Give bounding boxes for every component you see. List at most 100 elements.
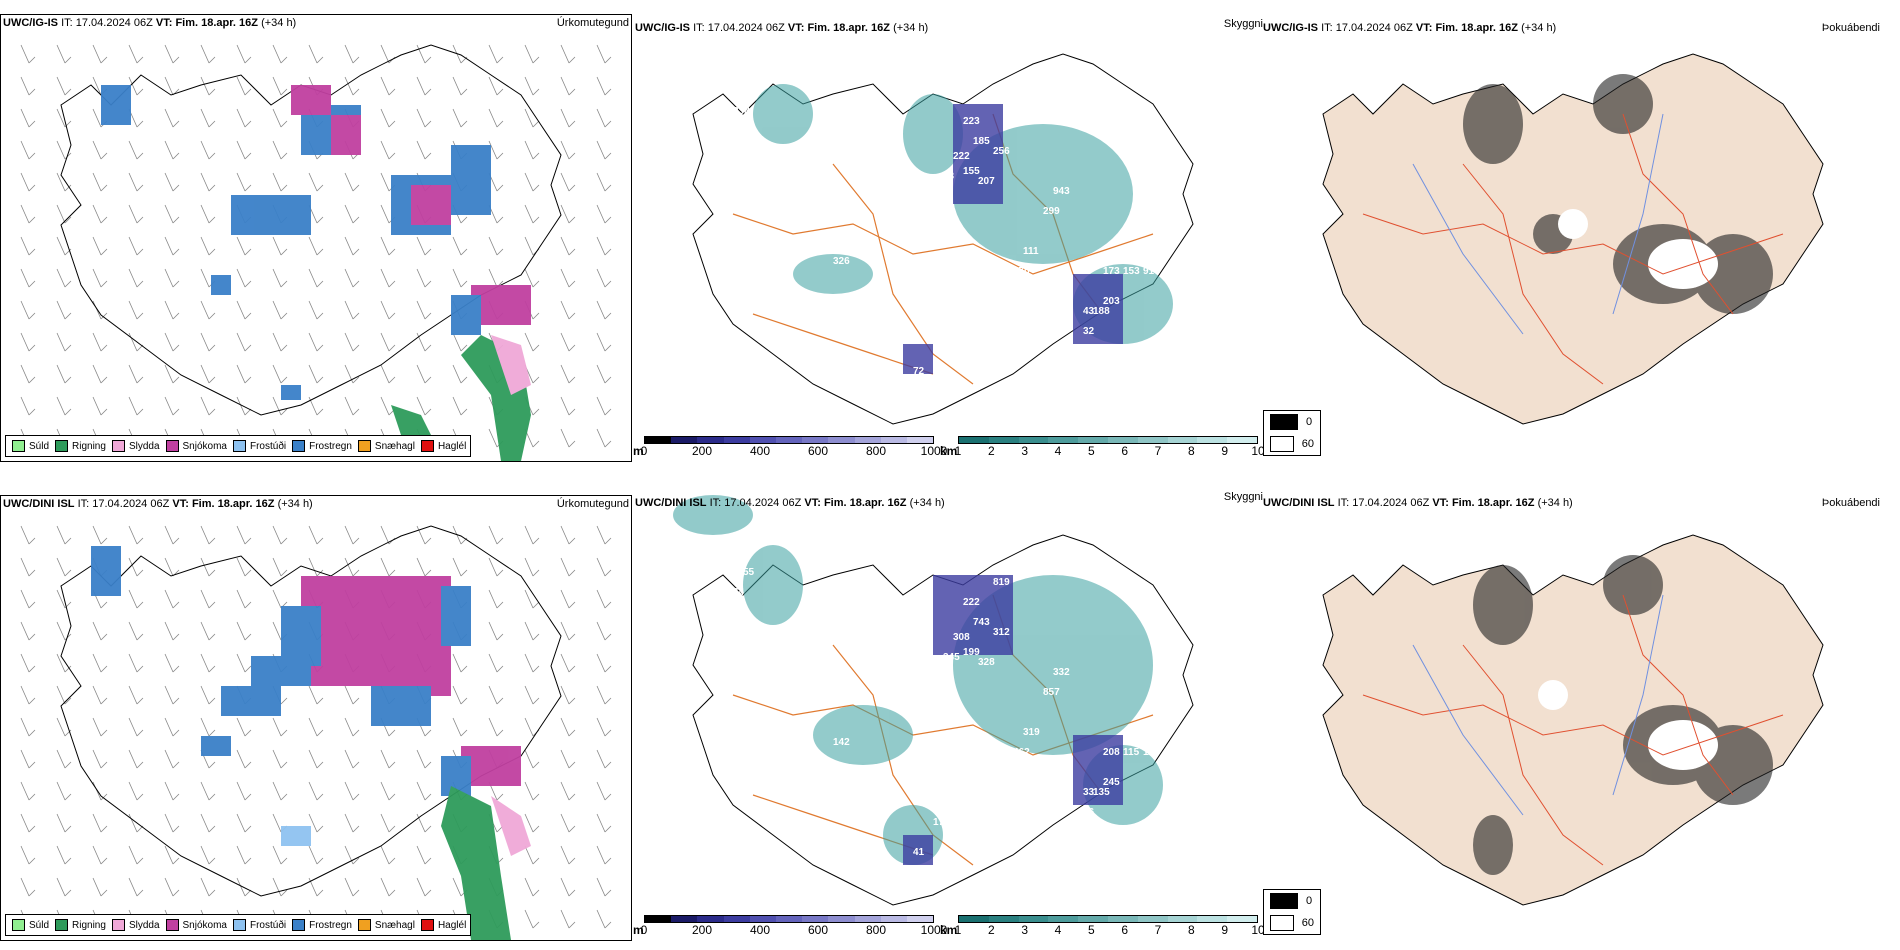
wind-barb — [308, 332, 324, 352]
vis-value-label: 415 — [703, 707, 720, 718]
colorbar-ticks: 0 200 400 600 800 1000 — [641, 444, 948, 458]
colorbar-tick: 1 — [954, 923, 962, 937]
vis-value-label: 128 — [703, 226, 720, 237]
wind-barb — [344, 204, 360, 224]
vis-value-label: 33 — [1083, 787, 1095, 798]
wind-barb — [56, 813, 72, 833]
wind-barb — [488, 236, 504, 256]
vis-value-label: 43 — [1083, 306, 1095, 317]
wind-barb — [416, 557, 432, 577]
wind-barb — [560, 172, 576, 192]
wind-barb — [200, 76, 216, 96]
wind-barb — [596, 589, 612, 609]
wind-barb — [524, 877, 540, 897]
colorbar-cell — [1048, 916, 1079, 922]
wind-barb — [488, 525, 504, 545]
wind-barb — [236, 589, 252, 609]
wind-barb — [344, 236, 360, 256]
wind-barb — [452, 653, 468, 673]
fog-map-2 — [1322, 534, 1824, 906]
wind-barb — [272, 300, 288, 320]
wind-barb — [56, 845, 72, 865]
vis-value-label: 326 — [833, 256, 850, 267]
wind-barb — [308, 781, 324, 801]
wind-barb — [452, 44, 468, 64]
wind-barb — [20, 268, 36, 288]
wind-barb — [596, 685, 612, 705]
vis-value-label: 299 — [1043, 206, 1060, 217]
wind-barb — [92, 749, 108, 769]
wind-barb — [56, 396, 72, 416]
it-label: IT: — [693, 22, 705, 34]
wind-barb — [128, 589, 144, 609]
wind-barb — [380, 845, 396, 865]
legend-item: Frostúði — [232, 440, 286, 452]
wind-barb — [128, 653, 144, 673]
wind-barb — [164, 236, 180, 256]
wind-barb — [128, 621, 144, 641]
vis-value-label: 819 — [993, 577, 1010, 588]
colorbar-tick: 5 — [1087, 923, 1095, 937]
legend-label: Frostúði — [249, 919, 287, 931]
wind-barb — [164, 525, 180, 545]
wind-barb — [128, 108, 144, 128]
wind-barb — [200, 44, 216, 64]
wind-barb — [92, 621, 108, 641]
wind-barb — [416, 877, 432, 897]
colorbar-cell — [1137, 437, 1168, 443]
wind-barb — [164, 300, 180, 320]
wind-barb — [524, 268, 540, 288]
wind-barb — [380, 332, 396, 352]
colorbar-tick: 1000 — [920, 444, 948, 458]
wind-barb — [308, 813, 324, 833]
wind-barb — [164, 653, 180, 673]
wind-barb — [452, 364, 468, 384]
wind-barb — [524, 108, 540, 128]
wind-barb — [164, 268, 180, 288]
wind-barb — [164, 717, 180, 737]
wind-barb — [596, 621, 612, 641]
colorbar-cell — [1227, 437, 1257, 443]
wind-barb — [596, 364, 612, 384]
legend-label: Snæhagl — [374, 919, 415, 931]
wind-barb — [200, 653, 216, 673]
colorbar-cell — [959, 916, 989, 922]
wind-barb — [596, 332, 612, 352]
colorbar-cell — [828, 916, 855, 922]
vis-value-label: 32 — [1083, 326, 1095, 337]
precip-title-2: Úrkomutegund — [556, 498, 629, 510]
wind-barb — [56, 44, 72, 64]
it-value: 17.04.2024 06Z — [92, 498, 170, 510]
wind-barb — [200, 621, 216, 641]
vis-title-1: Skyggni — [1223, 18, 1263, 30]
wind-barb — [200, 557, 216, 577]
colorbar-tick: 400 — [749, 923, 771, 937]
vis-value-label: 199 — [963, 647, 980, 658]
colorbar-cell — [988, 437, 1019, 443]
legend-item: Haglél — [420, 440, 466, 452]
legend-swatch — [357, 919, 371, 931]
wind-barb — [344, 877, 360, 897]
colorbar-cell — [697, 437, 724, 443]
vis-value-label: 86 — [753, 627, 765, 638]
colorbar-cell — [671, 437, 698, 443]
vis-value-label: 345 — [943, 652, 960, 663]
wind-barb — [56, 685, 72, 705]
wind-barb — [20, 364, 36, 384]
vt-value: Fim. 18.apr. 16Z — [1451, 497, 1535, 509]
wind-barb — [272, 525, 288, 545]
wind-barb — [488, 268, 504, 288]
wind-barb — [380, 364, 396, 384]
wind-barb — [164, 877, 180, 897]
wind-barb — [92, 236, 108, 256]
wind-barb — [344, 525, 360, 545]
wind-barb — [272, 845, 288, 865]
wind-barb — [200, 108, 216, 128]
wind-barb — [200, 140, 216, 160]
colorbar-ticks: 0 200 400 600 800 1000 — [641, 923, 948, 937]
vis-value-label: 328 — [978, 657, 995, 668]
wind-barb — [560, 140, 576, 160]
wind-barb — [272, 76, 288, 96]
